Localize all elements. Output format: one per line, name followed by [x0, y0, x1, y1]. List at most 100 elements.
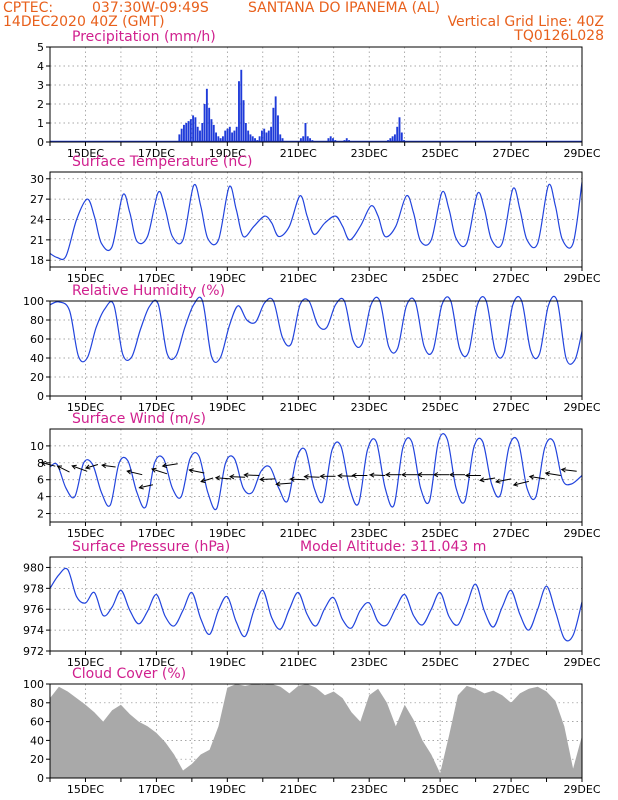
- wind-ytick-label: 6: [37, 474, 44, 487]
- wind-arrow-shaft: [162, 463, 178, 467]
- precip-bar: [393, 134, 396, 142]
- humidity-xtick-label: 27DEC: [493, 401, 530, 414]
- precip-bar: [281, 138, 284, 142]
- wind-xtick-label: 15DEC: [67, 527, 104, 540]
- wind-arrow-shaft: [496, 478, 512, 483]
- wind-arrow-head: [151, 467, 157, 473]
- precip-bar: [260, 130, 263, 142]
- wind-arrow-head: [289, 476, 295, 482]
- humidity-ytick-label: 40: [30, 352, 44, 365]
- wind-arrow-head: [544, 471, 551, 477]
- wind-arrow-shaft: [41, 462, 56, 467]
- wind-arrow-shaft: [189, 469, 205, 474]
- precip-ytick-label: 2: [37, 98, 44, 111]
- humidity-ytick-label: 100: [23, 295, 44, 308]
- pressure-xtick-label: 23DEC: [351, 656, 388, 669]
- header-coordinates: 037:30W-09:49S: [92, 0, 209, 16]
- precip-bar: [249, 134, 252, 142]
- temperature-panel: 18 21 24 27 30 15DEC 17DEC 19DEC 21DEC 23DEC 25DEC…: [30, 154, 601, 285]
- precip-bar: [274, 96, 277, 142]
- wind-arrow-head: [369, 472, 375, 478]
- temperature-ytick-label: 21: [30, 234, 44, 247]
- wind-xtick-label: 23DEC: [351, 527, 388, 540]
- pressure-xtick-label: 17DEC: [138, 656, 175, 669]
- cloud-xtick-label: 27DEC: [493, 783, 530, 796]
- wind-arrow-shaft: [561, 469, 577, 472]
- wind-arrow-head: [259, 476, 265, 482]
- wind-arrow-head: [560, 467, 567, 473]
- wind-xtick-label: 25DEC: [422, 527, 459, 540]
- wind-arrow-head: [101, 463, 107, 469]
- temperature-xtick-label: 27DEC: [493, 272, 530, 285]
- precip-bar: [400, 132, 403, 142]
- wind-xtick-label: 19DEC: [209, 527, 246, 540]
- precip-bar: [185, 123, 188, 142]
- precip-bar: [242, 100, 245, 142]
- humidity-ytick-label: 0: [37, 390, 44, 403]
- wind-arrow-shaft: [85, 464, 99, 469]
- pressure-ytick-label: 972: [23, 645, 44, 658]
- wind-arrow-head: [214, 475, 221, 481]
- wind-arrow-shaft: [304, 476, 320, 478]
- temperature-xtick-label: 21DEC: [280, 272, 317, 285]
- wind-ytick-label: 4: [37, 491, 44, 504]
- wind-arrow-head: [512, 481, 519, 487]
- precip-bar: [244, 123, 247, 142]
- precip-bar: [263, 128, 266, 142]
- wind-arrow-shaft: [276, 482, 292, 485]
- precip-panel: 0 1 2 3 4 5 15DEC 17DEC 19DEC 21DEC 23DEC 25DEC 27DE…: [37, 29, 601, 160]
- precip-bar: [299, 138, 302, 142]
- wind-ytick-label: 10: [30, 440, 44, 453]
- precip-bar: [306, 136, 309, 142]
- precip-bar: [203, 104, 206, 142]
- temperature-ytick-label: 27: [30, 193, 44, 206]
- wind-arrow-shaft: [338, 475, 354, 477]
- humidity-xtick-label: 23DEC: [351, 401, 388, 414]
- humidity-xtick-label: 19DEC: [209, 401, 246, 414]
- wind-arrow-head: [416, 472, 423, 478]
- temperature-xtick-label: 15DEC: [67, 272, 104, 285]
- precip-bar: [238, 81, 240, 142]
- pressure-xtick-label: 15DEC: [67, 656, 104, 669]
- wind-xtick-label: 21DEC: [280, 527, 317, 540]
- wind-title: Surface Wind (m/s): [72, 411, 206, 427]
- precip-bar: [302, 136, 305, 142]
- humidity-ytick-label: 80: [30, 314, 44, 327]
- pressure-ytick-label: 974: [23, 624, 44, 637]
- wind-arrow-head: [448, 472, 455, 478]
- precip-bar: [309, 138, 312, 142]
- header-location: SANTANA DO IPANEMA (AL): [248, 0, 440, 16]
- wind-series-line: [49, 433, 583, 511]
- precip-bar: [279, 134, 282, 142]
- wind-arrow-head: [188, 468, 194, 474]
- humidity-frame: [49, 300, 583, 397]
- wind-arrow-head: [229, 474, 235, 480]
- precip-bar: [221, 136, 224, 142]
- wind-xtick-label: 17DEC: [138, 527, 175, 540]
- cloud-xtick-label: 23DEC: [351, 783, 388, 796]
- wind-arrow-head: [161, 462, 168, 469]
- temperature-title: Surface Temperature (nC): [72, 154, 253, 170]
- precip-bar: [183, 124, 185, 142]
- precip-xtick-label: 19DEC: [209, 147, 246, 160]
- precip-bar: [398, 117, 401, 142]
- precip-bar: [224, 130, 227, 142]
- precip-bar: [208, 107, 211, 142]
- pressure-ytick-label: 976: [23, 603, 44, 616]
- wind-arrow-head: [303, 474, 309, 480]
- wind-arrow-head: [464, 472, 471, 479]
- precip-bar: [247, 130, 250, 142]
- temperature-xtick-label: 23DEC: [351, 272, 388, 285]
- pressure-frame: [49, 556, 583, 652]
- header-run-code: TQ0126L028: [514, 28, 604, 44]
- header-date: 14DEC2020 40Z (GMT): [3, 14, 165, 30]
- wind-arrow-head: [432, 472, 439, 478]
- precip-bar: [192, 115, 195, 142]
- temperature-ytick-label: 30: [30, 173, 44, 186]
- humidity-xtick-label: 29DEC: [563, 401, 600, 414]
- pressure-panel: 972 974 976 978 980 15DEC 17DEC 19DEC 21DEC 23DEC…: [23, 539, 601, 669]
- precip-bar: [231, 132, 234, 142]
- precip-bar: [219, 138, 222, 142]
- precip-bar: [201, 123, 204, 142]
